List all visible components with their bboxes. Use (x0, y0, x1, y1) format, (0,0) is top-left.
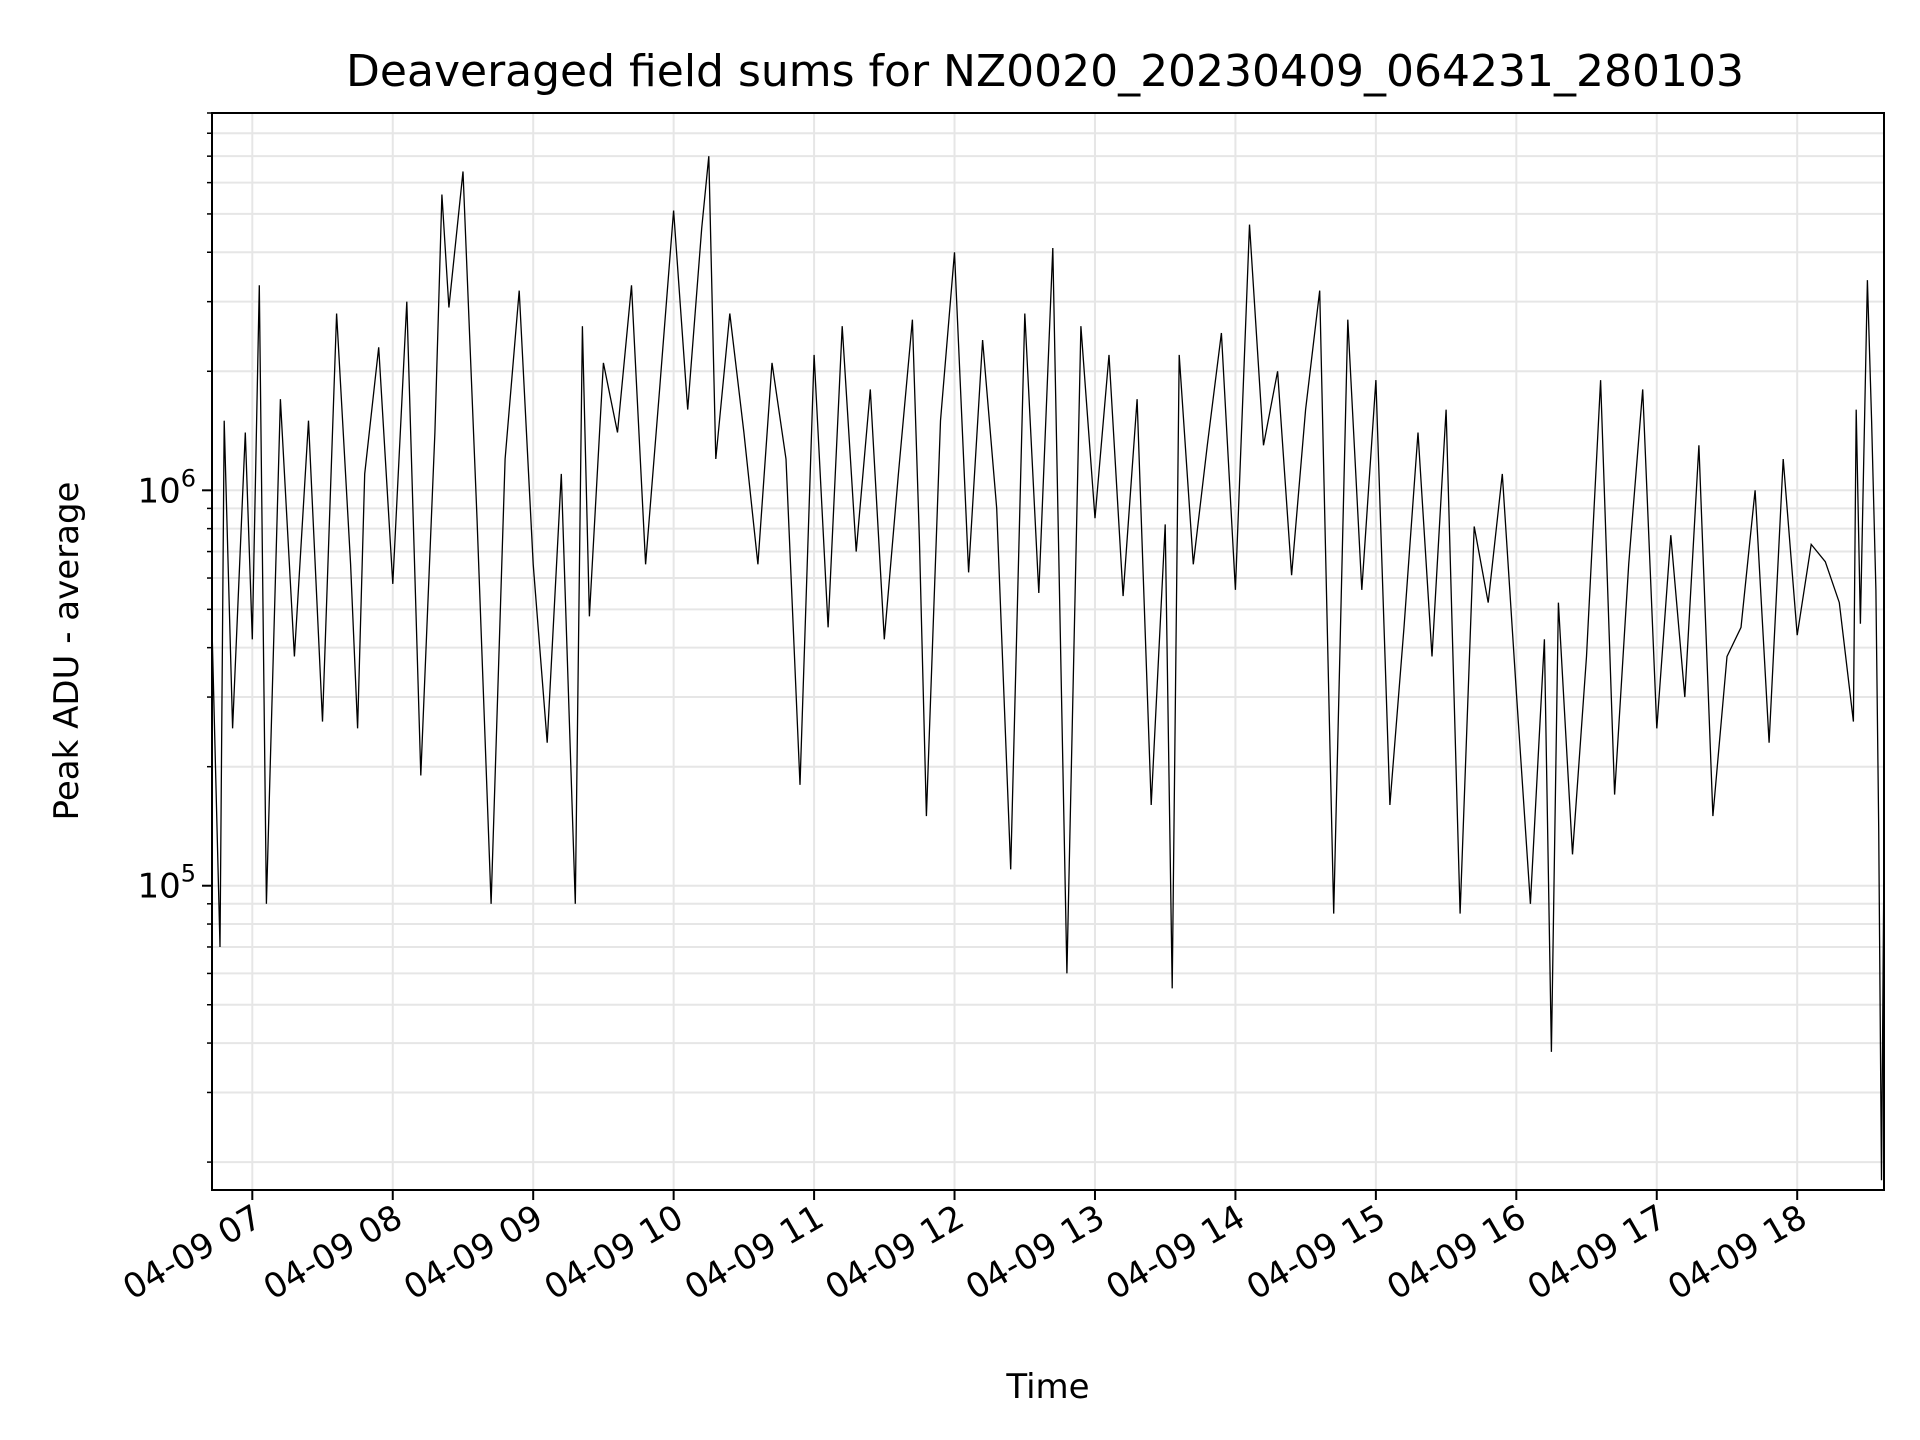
x-axis-label: Time (1005, 1367, 1089, 1407)
x-tick-label: 04-09 15 (1240, 1197, 1392, 1308)
x-tick-label: 04-09 09 (397, 1197, 549, 1308)
x-tick-label: 04-09 11 (678, 1197, 830, 1308)
y-axis: 105 106 (137, 112, 212, 1163)
x-tick-label: 04-09 17 (1521, 1197, 1673, 1308)
x-tick-label: 04-09 07 (116, 1197, 268, 1308)
plot-frame (211, 112, 1885, 1191)
series-line (212, 156, 1884, 1181)
grid (212, 112, 1884, 1190)
x-tick-label: 04-09 16 (1380, 1197, 1532, 1308)
y-tick-label: 106 (137, 464, 196, 511)
y-tick-label: 105 (137, 860, 196, 907)
x-tick-label: 04-09 13 (959, 1197, 1111, 1308)
x-tick-label: 04-09 18 (1661, 1197, 1813, 1308)
x-tick-label: 04-09 08 (257, 1197, 409, 1308)
x-tick-label: 04-09 12 (819, 1197, 971, 1308)
x-tick-label: 04-09 10 (538, 1197, 690, 1308)
y-axis-label: Peak ADU - average (47, 482, 87, 821)
chart-title: Deaveraged field sums for NZ0020_2023040… (346, 46, 1744, 97)
x-tick-label: 04-09 14 (1100, 1197, 1252, 1308)
